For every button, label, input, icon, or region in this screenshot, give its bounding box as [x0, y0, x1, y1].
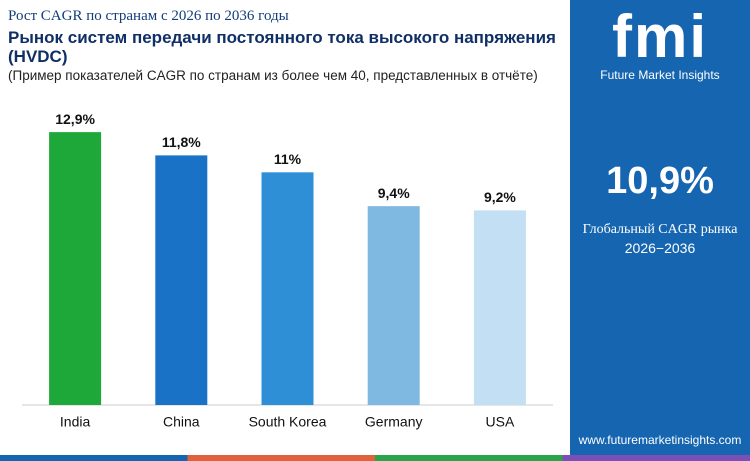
- headline-label: Глобальный CAGR рынка: [582, 222, 738, 237]
- bar: [261, 172, 314, 405]
- x-tick-label: Germany: [365, 414, 423, 430]
- x-tick-label: India: [60, 414, 91, 430]
- supertitle: Рост CAGR по странам с 2026 по 2036 годы: [8, 8, 289, 24]
- x-tick-label: USA: [486, 414, 515, 430]
- subtitle: (Пример показателей CAGR по странам из б…: [8, 68, 538, 83]
- value-label: 11,8%: [162, 134, 201, 150]
- bar: [155, 155, 208, 405]
- period: 2026−2036: [624, 240, 696, 256]
- brand-logo: fmi: [612, 3, 708, 70]
- brand-name: Future Market Insights: [600, 68, 720, 82]
- bar: [367, 206, 420, 405]
- headline-value: 10,9%: [606, 160, 714, 202]
- value-label: 9,4%: [378, 185, 410, 201]
- chart: India 12,9% China 11,8% South Korea 11% German…: [22, 111, 553, 430]
- x-tick-label: China: [163, 414, 200, 430]
- value-label: 9,2%: [484, 189, 516, 205]
- website: www.futuremarketinsights.com: [578, 433, 742, 447]
- bar: [49, 132, 102, 405]
- bar: [473, 210, 526, 405]
- chart-title: Рынок систем передачи постоянного тока в…: [8, 28, 556, 66]
- value-label: 11%: [274, 151, 302, 167]
- color-strip: [0, 455, 750, 461]
- value-label: 12,9%: [55, 111, 95, 127]
- x-tick-label: South Korea: [249, 414, 327, 430]
- sidebar: fmi Future Market Insights 10,9% Глобаль…: [570, 0, 750, 455]
